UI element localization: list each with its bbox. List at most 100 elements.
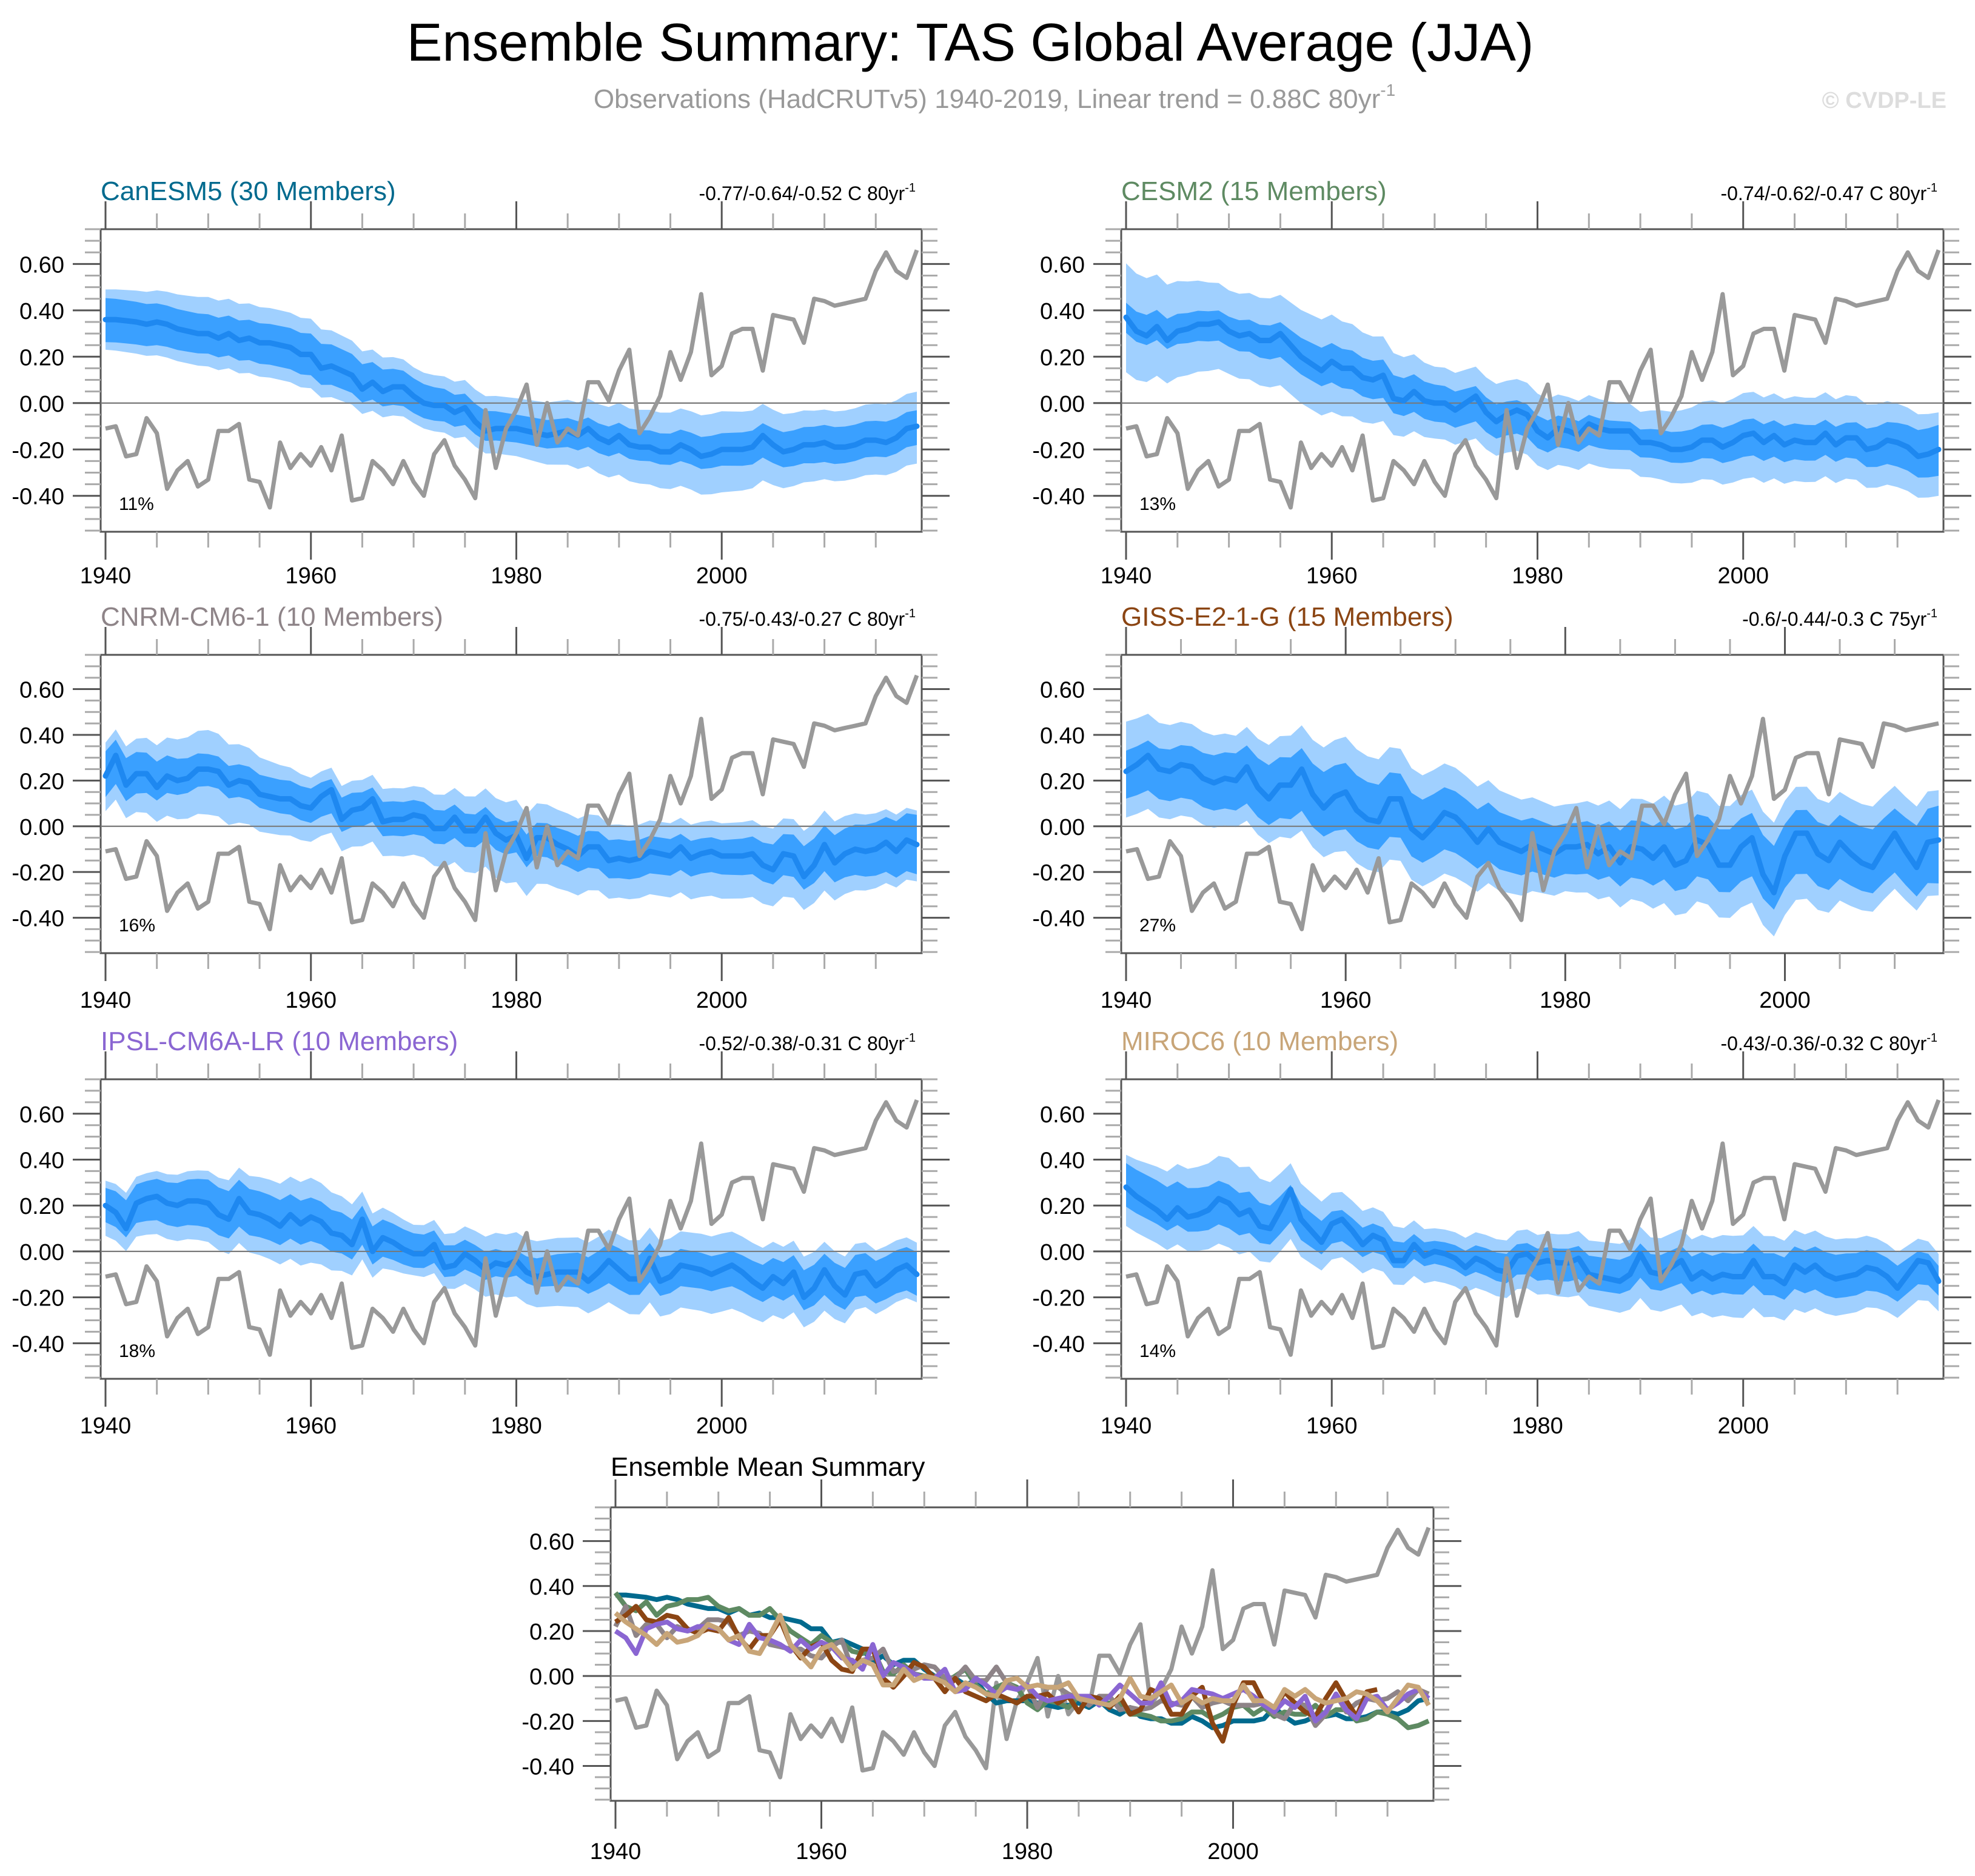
observations-line <box>615 1527 1431 1780</box>
plot-frame <box>99 228 923 533</box>
outer-spread-band <box>1126 1154 1939 1321</box>
ensemble-mean-line <box>1123 1184 1942 1291</box>
y-tick-label: -0.40 <box>12 484 64 510</box>
y-tick-label: 0.00 <box>1040 1240 1085 1265</box>
panel-cnrm: 0.60 0.40 0.20 0.00 -0.20 -0.40 1940 1960 1980 20… <box>12 602 950 1013</box>
observations-line <box>105 249 919 510</box>
watermark: © CVDP-LE <box>1822 88 1946 113</box>
panels-group: 0.60 0.40 0.20 0.00 -0.20 -0.40 1940 1960 1980 20… <box>12 176 1971 1439</box>
percent-rank-label: 18% <box>119 1341 155 1361</box>
summary-mean-line-miroc6 <box>614 1611 1431 1715</box>
y-tick-label: 0.00 <box>1040 392 1085 417</box>
percent-rank-label: 16% <box>119 916 155 936</box>
x-tick-label: 2000 <box>696 563 748 589</box>
x-tick-label: 1980 <box>1540 988 1591 1013</box>
y-tick-label: 0.40 <box>529 1575 574 1600</box>
inner-spread-band <box>1126 303 1939 478</box>
y-tick-label: -0.40 <box>1032 1332 1085 1357</box>
y-tick-label: 0.60 <box>19 252 64 278</box>
trend-superscript: -1 <box>1926 607 1937 620</box>
observations-line <box>1125 1099 1941 1357</box>
y-tick-label: 0.20 <box>529 1620 574 1645</box>
trend-text: -0.52/-0.38/-0.31 C 80yr <box>699 1033 905 1054</box>
y-tick-label: 0.60 <box>1040 1102 1085 1128</box>
y-tick-label: 0.40 <box>19 723 64 749</box>
y-tick-label: -0.20 <box>1032 1286 1085 1312</box>
panel-ipsl: 0.60 0.40 0.20 0.00 -0.20 -0.40 1940 1960 1980 20… <box>12 1027 950 1439</box>
plot-frame <box>1120 228 1945 533</box>
summary-mean-line-ipsl <box>614 1620 1430 1724</box>
trend-superscript: -1 <box>1926 181 1937 195</box>
y-tick-label: -0.20 <box>1032 438 1085 463</box>
panel-title: GISS-E2-1-G (15 Members) <box>1121 602 1454 632</box>
panel-giss: 0.60 0.40 0.20 0.00 -0.20 -0.40 1940 1960 1980 20… <box>1032 602 1971 1013</box>
y-tick-label: 0.00 <box>529 1664 574 1690</box>
y-tick-label: 0.00 <box>19 392 64 417</box>
x-tick-label: 1940 <box>1101 988 1152 1013</box>
x-tick-label: 1960 <box>796 1839 847 1864</box>
observations-line <box>1125 249 1941 510</box>
x-tick-label: 2000 <box>696 1413 748 1439</box>
trend-range-label: -0.75/-0.43/-0.27 C 80yr-1 <box>699 607 916 630</box>
y-tick-label: -0.20 <box>12 438 64 463</box>
y-tick-label: -0.40 <box>521 1755 574 1780</box>
x-tick-label: 1940 <box>80 1413 132 1439</box>
panel-cesm2: 0.60 0.40 0.20 0.00 -0.20 -0.40 1940 1960 1980 20… <box>1032 176 1971 589</box>
x-tick-label: 2000 <box>1717 1413 1769 1439</box>
x-tick-label: 2000 <box>1717 563 1769 589</box>
x-tick-label: 1980 <box>491 988 542 1013</box>
y-tick-label: 0.40 <box>19 1148 64 1173</box>
trend-range-label: -0.77/-0.64/-0.52 C 80yr-1 <box>699 181 916 204</box>
panel-title: MIROC6 (10 Members) <box>1121 1027 1398 1056</box>
x-tick-label: 2000 <box>1207 1839 1259 1864</box>
y-tick-label: -0.20 <box>1032 860 1085 886</box>
x-tick-label: 1940 <box>80 988 132 1013</box>
y-tick-label: 0.20 <box>1040 345 1085 370</box>
y-tick-label: -0.20 <box>12 1286 64 1312</box>
y-tick-label: 0.40 <box>1040 1148 1085 1173</box>
y-tick-label: 0.00 <box>1040 815 1085 840</box>
summary-mean-line-cesm2 <box>613 1591 1430 1730</box>
x-tick-label: 2000 <box>696 988 748 1013</box>
ensemble-mean-line <box>102 1193 920 1301</box>
y-tick-label: 0.20 <box>19 1194 64 1219</box>
y-tick-label: 0.60 <box>529 1530 574 1555</box>
trend-superscript: -1 <box>1926 1031 1937 1045</box>
trend-text: -0.6/-0.44/-0.3 C 75yr <box>1742 608 1926 630</box>
subtitle-text: Observations (HadCRUTv5) 1940-2019, Line… <box>594 84 1380 114</box>
trend-superscript: -1 <box>905 1031 916 1045</box>
trend-range-label: -0.74/-0.62/-0.47 C 80yr-1 <box>1720 181 1937 204</box>
ensemble-mean-line <box>102 752 920 880</box>
ensemble-mean-line <box>102 317 920 460</box>
y-tick-label: -0.40 <box>12 906 64 932</box>
y-tick-label: 0.20 <box>1040 1194 1085 1219</box>
x-tick-label: 1980 <box>1002 1839 1053 1864</box>
y-tick-label: -0.20 <box>12 860 64 886</box>
x-tick-label: 2000 <box>1759 988 1811 1013</box>
panel-title: IPSL-CM6A-LR (10 Members) <box>101 1027 458 1056</box>
observations-line <box>105 1099 919 1357</box>
x-tick-label: 1980 <box>491 1413 542 1439</box>
x-tick-label: 1960 <box>285 1413 337 1439</box>
x-tick-label: 1960 <box>285 563 337 589</box>
ensemble-mean-summary-panel: 0.60 0.40 0.20 0.00 -0.20 -0.40 1940 1960 1980 20… <box>521 1452 1461 1864</box>
y-tick-label: -0.40 <box>1032 906 1085 932</box>
subtitle-superscript: -1 <box>1380 81 1395 99</box>
panel-canesm5: 0.60 0.40 0.20 0.00 -0.20 -0.40 1940 1960 1980 20… <box>12 176 950 589</box>
inner-spread-band <box>106 298 917 469</box>
y-tick-label: 0.20 <box>1040 769 1085 794</box>
panel-title: CESM2 (15 Members) <box>1121 176 1387 206</box>
inner-spread-band <box>106 1179 917 1310</box>
plot-frame <box>609 1506 1435 1802</box>
trend-text: -0.77/-0.64/-0.52 C 80yr <box>699 183 905 204</box>
y-tick-label: 0.60 <box>1040 678 1085 703</box>
x-tick-label: 1960 <box>1320 988 1372 1013</box>
y-tick-label: 0.40 <box>19 299 64 324</box>
panel-title: CNRM-CM6-1 (10 Members) <box>101 602 443 632</box>
panel-miroc6: 0.60 0.40 0.20 0.00 -0.20 -0.40 1940 1960 1980 20… <box>1032 1027 1971 1439</box>
x-tick-label: 1980 <box>1512 1413 1563 1439</box>
y-tick-label: 0.60 <box>19 678 64 703</box>
observations-line <box>1125 717 1939 931</box>
x-tick-label: 1980 <box>1512 563 1563 589</box>
